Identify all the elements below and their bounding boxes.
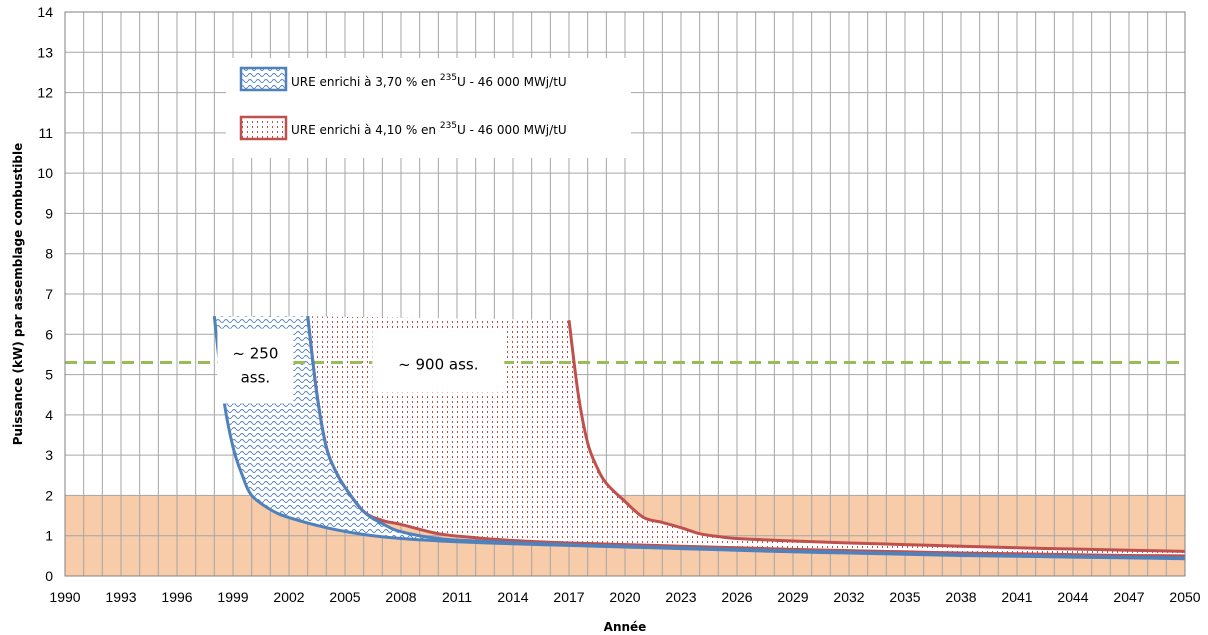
plot-border: [64, 11, 1186, 577]
annotation-250-line2: ass.: [241, 369, 271, 387]
x-tick-label: 1999: [217, 589, 248, 605]
series-area-2: [307, 316, 1185, 556]
y-axis-title: Puissance (kW) par assemblage combustibl…: [11, 143, 25, 446]
legend-item-series-2: URE enrichi à 4,10 % en 235U - 46 000 MW…: [239, 115, 567, 141]
y-tick-label: 5: [45, 367, 53, 383]
x-tick-label: 2029: [777, 589, 808, 605]
y-tick-label: 14: [37, 4, 53, 20]
legend-label-series-2: URE enrichi à 4,10 % en: [291, 123, 440, 137]
annotation-900-box: [372, 330, 505, 393]
annotation-900-label: ~ 900 ass.: [398, 356, 478, 374]
annotation-250-line1: ~ 250: [232, 345, 278, 363]
x-tick-label: 2032: [833, 589, 864, 605]
series-curves: [212, 316, 1186, 561]
x-tick-label: 2035: [889, 589, 920, 605]
annotation-250-box: [217, 328, 294, 404]
annotation-900: ~ 900 ass.: [372, 330, 505, 393]
x-tick-labels: 1990 1993 1996 1999 2002 2005 2008 2011 2014 2017…: [49, 589, 1200, 605]
legend-sup-series-2: 235: [440, 121, 457, 131]
y-tick-label: 7: [45, 286, 53, 302]
svg-text:URE enrichi à 3,70 % en 235U: URE enrichi à 3,70 % en 235U - 46 000 MW…: [291, 73, 567, 89]
legend-suffix-series-1: U - 46 000 MWj/tU: [457, 75, 567, 89]
x-tick-label: 2023: [665, 589, 696, 605]
legend-item-series-1: URE enrichi à 3,70 % en 235U - 46 000 MW…: [239, 66, 567, 92]
y-tick-label: 13: [37, 44, 53, 60]
x-tick-label: 2002: [273, 589, 304, 605]
svg-text:URE enrichi à 4,10 % en 235U: URE enrichi à 4,10 % en 235U - 46 000 MW…: [291, 121, 567, 137]
y-tick-label: 6: [45, 326, 53, 342]
y-tick-label: 10: [37, 165, 53, 181]
x-tick-label: 2011: [442, 589, 472, 605]
legend: URE enrichi à 3,70 % en 235U - 46 000 MW…: [226, 58, 631, 158]
x-axis-title: Année: [604, 620, 647, 634]
x-tick-label: 2041: [1001, 589, 1032, 605]
series-areas: [214, 316, 1185, 559]
x-tick-label: 2026: [721, 589, 752, 605]
series-2-right-curve: [567, 320, 1186, 553]
x-tick-label: 2014: [497, 589, 528, 605]
y-tick-label: 4: [45, 407, 53, 423]
x-tick-label: 2020: [609, 589, 640, 605]
x-tick-label: 2038: [945, 589, 976, 605]
y-tick-label: 11: [38, 125, 53, 141]
legend-box: [226, 58, 631, 158]
x-tick-label: 1990: [49, 589, 80, 605]
x-tick-label: 2047: [1113, 589, 1144, 605]
y-tick-label: 8: [45, 246, 53, 262]
x-tick-label: 2005: [329, 589, 360, 605]
y-tick-label: 1: [45, 528, 53, 544]
series-1-right-curve: [306, 316, 1186, 560]
legend-sup-series-1: 235: [440, 73, 457, 83]
legend-label-series-1: URE enrichi à 3,70 % en: [291, 75, 440, 89]
legend-suffix-series-2: U - 46 000 MWj/tU: [457, 123, 567, 137]
x-tick-label: 2008: [385, 589, 416, 605]
y-tick-label: 12: [37, 85, 53, 101]
y-tick-label: 0: [45, 568, 53, 584]
x-tick-label: 2044: [1057, 589, 1088, 605]
legend-swatch-series-1: [239, 66, 288, 92]
legend-swatch-series-2: [239, 115, 288, 141]
y-tick-label: 9: [45, 205, 53, 221]
x-tick-label: 2017: [553, 589, 584, 605]
plot-area: [64, 11, 1186, 577]
y-tick-label: 3: [45, 447, 53, 463]
y-tick-label: 2: [45, 487, 53, 503]
x-tick-label: 2050: [1169, 589, 1200, 605]
annotation-250: ~ 250 ass.: [217, 328, 294, 404]
x-tick-label: 1996: [161, 589, 192, 605]
x-tick-label: 1993: [105, 589, 136, 605]
